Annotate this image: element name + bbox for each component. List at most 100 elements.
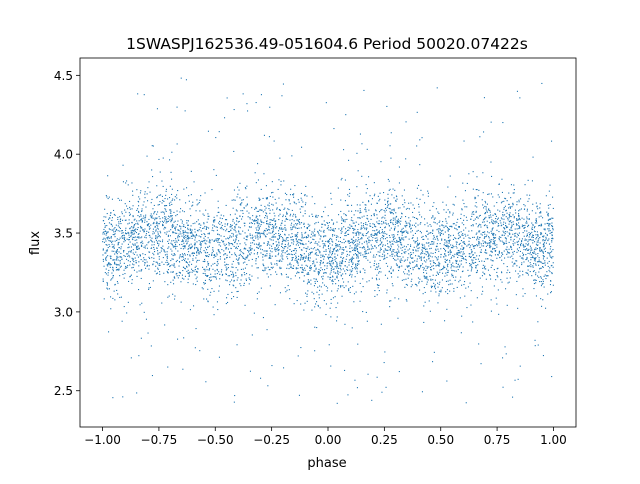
data-point: [329, 243, 331, 245]
data-point: [533, 227, 535, 229]
data-point: [319, 238, 321, 240]
data-point: [392, 236, 394, 238]
data-point: [522, 274, 524, 276]
data-point: [144, 197, 146, 199]
data-point: [197, 271, 199, 273]
data-point: [251, 334, 253, 336]
data-point: [336, 277, 338, 279]
data-point: [141, 218, 143, 220]
data-point: [315, 303, 317, 305]
data-point: [145, 206, 147, 208]
data-point: [245, 188, 247, 190]
data-point: [324, 243, 326, 245]
data-point: [156, 213, 158, 215]
data-point: [350, 260, 352, 262]
data-point: [235, 258, 237, 260]
data-point: [111, 225, 113, 227]
data-point: [174, 199, 176, 201]
data-point: [551, 237, 553, 239]
data-point: [273, 228, 275, 230]
data-point: [298, 239, 300, 241]
data-point: [341, 228, 343, 230]
data-point: [435, 291, 437, 293]
data-point: [334, 234, 336, 236]
data-point: [390, 211, 392, 213]
data-point: [407, 231, 409, 233]
data-point: [276, 226, 278, 228]
data-point: [492, 214, 494, 216]
data-point: [250, 279, 252, 281]
data-point: [351, 225, 353, 227]
data-point: [164, 205, 166, 207]
data-point: [409, 254, 411, 256]
data-point: [536, 205, 538, 207]
data-point: [483, 225, 485, 227]
data-point: [398, 250, 400, 252]
data-point: [211, 252, 213, 254]
data-point: [452, 214, 454, 216]
data-point: [172, 293, 174, 295]
data-point: [144, 191, 146, 193]
data-point: [264, 217, 266, 219]
data-point: [144, 217, 146, 219]
data-point: [302, 268, 304, 270]
data-point: [197, 268, 199, 270]
data-point: [447, 228, 449, 230]
data-point: [115, 266, 117, 268]
data-point: [378, 200, 380, 202]
data-point: [231, 232, 233, 234]
data-point: [339, 261, 341, 263]
data-point: [519, 209, 521, 211]
data-point: [215, 276, 217, 278]
data-point: [534, 257, 536, 259]
data-point: [432, 229, 434, 231]
data-point: [257, 221, 259, 223]
data-point: [249, 278, 251, 280]
data-point: [348, 259, 350, 261]
data-point: [445, 250, 447, 252]
data-point: [499, 210, 501, 212]
data-point: [468, 253, 470, 255]
data-point: [194, 246, 196, 248]
data-point: [531, 180, 533, 182]
data-point: [477, 226, 479, 228]
data-point: [379, 249, 381, 251]
data-point: [416, 145, 418, 147]
data-point: [453, 223, 455, 225]
data-point: [152, 233, 154, 235]
data-point: [161, 302, 163, 304]
data-point: [188, 251, 190, 253]
data-point: [535, 272, 537, 274]
data-point: [260, 221, 262, 223]
data-point: [535, 279, 537, 281]
data-point: [423, 257, 425, 259]
data-point: [132, 227, 134, 229]
data-point: [368, 248, 370, 250]
data-point: [248, 277, 250, 279]
data-point: [121, 258, 123, 260]
data-point: [368, 220, 370, 222]
data-point: [421, 137, 423, 139]
data-point: [471, 266, 473, 268]
data-point: [203, 268, 205, 270]
data-point: [224, 253, 226, 255]
data-point: [435, 208, 437, 210]
data-point: [365, 222, 367, 224]
data-point: [112, 267, 114, 269]
data-point: [532, 255, 534, 257]
data-point: [232, 235, 234, 237]
data-point: [401, 279, 403, 281]
data-point: [182, 230, 184, 232]
data-point: [515, 260, 517, 262]
data-point: [386, 240, 388, 242]
data-point: [384, 257, 386, 259]
data-point: [255, 237, 257, 239]
data-point: [386, 256, 388, 258]
data-point: [538, 238, 540, 240]
data-point: [382, 234, 384, 236]
data-point: [199, 210, 201, 212]
data-point: [468, 173, 470, 175]
data-point: [278, 242, 280, 244]
data-point: [259, 209, 261, 211]
data-point: [520, 245, 522, 247]
